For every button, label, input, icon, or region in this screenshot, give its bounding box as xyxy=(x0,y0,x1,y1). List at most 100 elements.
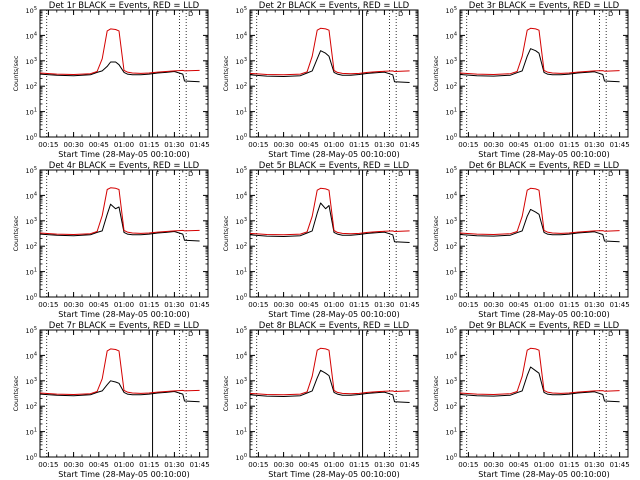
x-tick-label: 01:00 xyxy=(324,141,344,149)
x-tick-label: 00:30 xyxy=(64,141,84,149)
x-tick-label: 01:45 xyxy=(400,301,420,309)
events-series-line xyxy=(459,208,620,243)
x-tick-label: 00:45 xyxy=(509,141,529,149)
lld-series-line xyxy=(39,28,200,75)
y-tick-label: 100 xyxy=(446,293,457,302)
x-axis-label: Start Time (28-May-05 00:10:00) xyxy=(268,310,399,319)
flag-label: D xyxy=(188,10,193,18)
y-tick-label: 103 xyxy=(446,377,457,386)
x-tick-label: 01:30 xyxy=(374,301,394,309)
plot-frame xyxy=(459,169,629,298)
x-tick-label: 00:30 xyxy=(64,461,84,469)
x-tick-label: 01:00 xyxy=(534,141,554,149)
y-tick-label: 100 xyxy=(446,133,457,142)
y-axis-label: Counts/sec xyxy=(432,215,440,251)
plot-frame xyxy=(39,9,209,138)
x-tick-label: 01:00 xyxy=(114,461,134,469)
y-tick-label: 103 xyxy=(236,377,247,386)
plot-frame xyxy=(459,329,629,458)
flag-label: F xyxy=(576,10,580,18)
events-series-line xyxy=(249,202,410,243)
x-tick-label: 00:45 xyxy=(89,141,109,149)
x-tick-label: 00:45 xyxy=(509,301,529,309)
chart-title: Det 2r BLACK = Events, RED = LLD xyxy=(259,1,410,11)
y-tick-label: 103 xyxy=(236,57,247,66)
x-tick-label: 01:00 xyxy=(534,301,554,309)
y-tick-label: 101 xyxy=(26,428,37,437)
chart-panel: Det 5r BLACK = Events, RED = LLD 100 101 10… xyxy=(222,161,420,319)
x-tick-label: 01:45 xyxy=(190,141,210,149)
chart-panel: Det 3r BLACK = Events, RED = LLD 100 101 10… xyxy=(432,1,630,159)
x-tick-label: 01:15 xyxy=(349,141,369,149)
y-tick-label: 102 xyxy=(236,82,247,91)
plot-frame xyxy=(459,9,629,138)
x-tick-label: 01:45 xyxy=(610,461,630,469)
chart-panel: Det 2r BLACK = Events, RED = LLD 100 101 10… xyxy=(222,1,420,159)
chart-title: Det 9r BLACK = Events, RED = LLD xyxy=(469,321,620,331)
y-tick-label: 104 xyxy=(446,191,457,200)
y-tick-label: 104 xyxy=(26,31,37,40)
y-tick-label: 100 xyxy=(236,293,247,302)
chart-title: Det 8r BLACK = Events, RED = LLD xyxy=(259,321,410,331)
y-tick-label: 102 xyxy=(446,402,457,411)
events-series-line xyxy=(249,369,410,403)
x-tick-label: 00:15 xyxy=(248,301,268,309)
y-tick-label: 105 xyxy=(446,6,457,15)
y-tick-label: 104 xyxy=(236,191,247,200)
events-series-line xyxy=(249,50,410,83)
x-tick-label: 01:30 xyxy=(584,461,604,469)
flag-label: F xyxy=(576,330,580,338)
x-tick-label: 00:45 xyxy=(299,141,319,149)
x-tick-label: 01:45 xyxy=(190,461,210,469)
y-tick-label: 101 xyxy=(26,268,37,277)
x-tick-label: 01:45 xyxy=(400,141,420,149)
x-tick-label: 00:45 xyxy=(89,461,109,469)
y-tick-label: 101 xyxy=(236,108,247,117)
x-tick-label: 01:45 xyxy=(400,461,420,469)
chart-title: Det 1r BLACK = Events, RED = LLD xyxy=(49,1,200,11)
y-tick-label: 101 xyxy=(236,268,247,277)
y-axis-label: Counts/sec xyxy=(222,375,230,411)
flag-label: F xyxy=(156,10,160,18)
y-tick-label: 105 xyxy=(446,166,457,175)
y-axis-label: Counts/sec xyxy=(432,375,440,411)
lld-series-line xyxy=(39,348,200,395)
lld-series-line xyxy=(459,347,620,395)
flag-label: F xyxy=(366,170,370,178)
y-axis-label: Counts/sec xyxy=(12,375,20,411)
y-tick-label: 103 xyxy=(26,57,37,66)
y-tick-label: 100 xyxy=(236,453,247,462)
x-tick-label: 00:30 xyxy=(484,141,504,149)
x-tick-label: 00:30 xyxy=(484,461,504,469)
flag-label: D xyxy=(608,330,613,338)
y-tick-label: 102 xyxy=(26,402,37,411)
y-tick-label: 102 xyxy=(236,242,247,251)
x-tick-label: 01:15 xyxy=(559,301,579,309)
y-tick-label: 103 xyxy=(26,377,37,386)
x-axis-label: Start Time (28-May-05 00:10:00) xyxy=(268,470,399,479)
x-tick-label: 00:30 xyxy=(484,301,504,309)
y-tick-label: 101 xyxy=(446,108,457,117)
x-tick-label: 00:30 xyxy=(274,301,294,309)
x-axis-label: Start Time (28-May-05 00:10:00) xyxy=(478,150,609,159)
x-tick-label: 01:00 xyxy=(114,141,134,149)
y-tick-label: 101 xyxy=(236,428,247,437)
x-tick-label: 00:45 xyxy=(299,461,319,469)
plot-frame xyxy=(39,169,209,298)
chart-title: Det 3r BLACK = Events, RED = LLD xyxy=(469,1,620,11)
y-tick-label: 104 xyxy=(446,351,457,360)
flag-label: F xyxy=(156,330,160,338)
x-tick-label: 00:15 xyxy=(38,461,58,469)
y-axis-label: Counts/sec xyxy=(222,55,230,91)
x-tick-label: 01:15 xyxy=(139,301,159,309)
x-axis-label: Start Time (28-May-05 00:10:00) xyxy=(58,150,189,159)
x-tick-label: 00:15 xyxy=(458,301,478,309)
x-tick-label: 00:45 xyxy=(509,461,529,469)
x-tick-label: 01:00 xyxy=(114,301,134,309)
plot-frame xyxy=(249,329,419,458)
flag-label: D xyxy=(398,10,403,18)
lld-series-line xyxy=(249,187,410,236)
y-tick-label: 100 xyxy=(26,453,37,462)
x-tick-label: 01:00 xyxy=(324,301,344,309)
